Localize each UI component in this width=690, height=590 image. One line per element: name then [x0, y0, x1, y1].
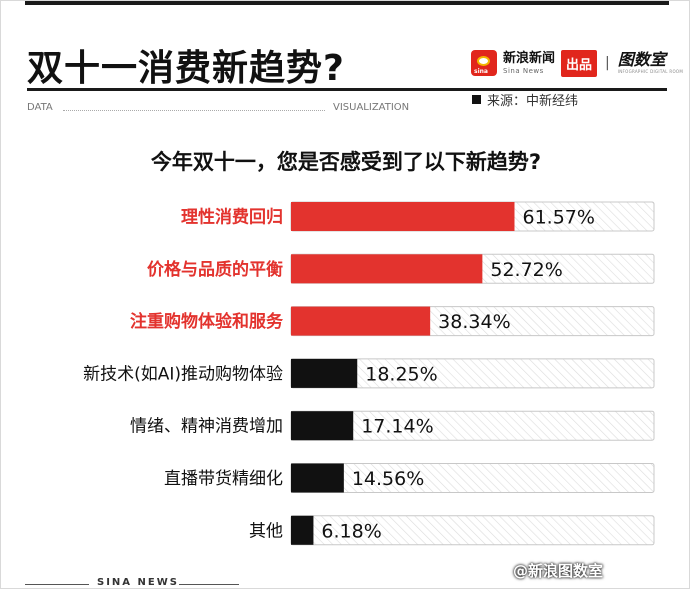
category-label: 其他 [249, 521, 283, 541]
top-rule [25, 1, 669, 5]
bar-0 [291, 202, 515, 231]
brand2-name-cn: 图数室 [617, 50, 666, 69]
sina-eye-icon [477, 56, 490, 66]
brand-name-en: Sina News [503, 66, 544, 75]
value-label: 38.34% [438, 311, 510, 333]
sina-logo-caption: sina [474, 68, 488, 75]
source-line: 来源：中新经纬 [472, 90, 578, 109]
value-label: 14.56% [352, 468, 424, 490]
chart-title: 今年双十一，您是否感受到了以下新趋势? [150, 150, 542, 174]
footer-label: SINA NEWS [97, 577, 179, 588]
bar-4 [291, 411, 354, 441]
brand-name: 新浪新闻 Sina News [503, 52, 555, 75]
credit-watermark: @新浪图数室 [513, 562, 604, 580]
value-label: 61.57% [522, 207, 594, 229]
tag-visualization: VISUALIZATION [333, 102, 410, 113]
brand-separator: | [605, 55, 610, 71]
bar-2 [291, 306, 431, 336]
footer-rule-left [25, 584, 89, 585]
sina-logo-icon: sina [471, 50, 497, 76]
bar-track [290, 463, 655, 493]
category-label: 情绪、精神消费增加 [130, 417, 283, 437]
bar-1 [291, 254, 483, 284]
brand-name-cn: 新浪新闻 [503, 50, 556, 66]
value-label: 17.14% [361, 416, 433, 438]
page-title: 双十一消费新趋势? [27, 48, 345, 89]
dotted-rule [63, 110, 325, 111]
brand-block: sina 新浪新闻 Sina News 出品 | 图数室 INFOGRAPHIC… [471, 49, 683, 77]
source-square-icon [472, 95, 481, 104]
brand-badge: 出品 [561, 49, 598, 77]
category-label: 新技术(如AI)推动购物体验 [83, 364, 283, 384]
bar-6 [291, 515, 314, 545]
category-label: 价格与品质的平衡 [147, 259, 283, 280]
brand2-name-en: INFOGRAPHIC DIGITAL ROOM [617, 69, 684, 74]
value-label: 18.25% [365, 363, 437, 385]
category-label: 直播带货精细化 [164, 469, 283, 489]
category-label: 理性消费回归 [181, 207, 283, 228]
value-label: 6.18% [321, 520, 381, 542]
bar-3 [291, 358, 358, 388]
brand2-logo: 图数室 INFOGRAPHIC DIGITAL ROOM [618, 52, 683, 74]
bar-5 [291, 463, 344, 493]
category-label: 注重购物体验和服务 [130, 311, 284, 332]
title-divider [27, 88, 667, 91]
footer-rule-right [179, 584, 239, 585]
value-label: 52.72% [490, 259, 562, 281]
source-text: 来源：中新经纬 [487, 94, 579, 109]
tag-data: DATA [27, 102, 53, 113]
